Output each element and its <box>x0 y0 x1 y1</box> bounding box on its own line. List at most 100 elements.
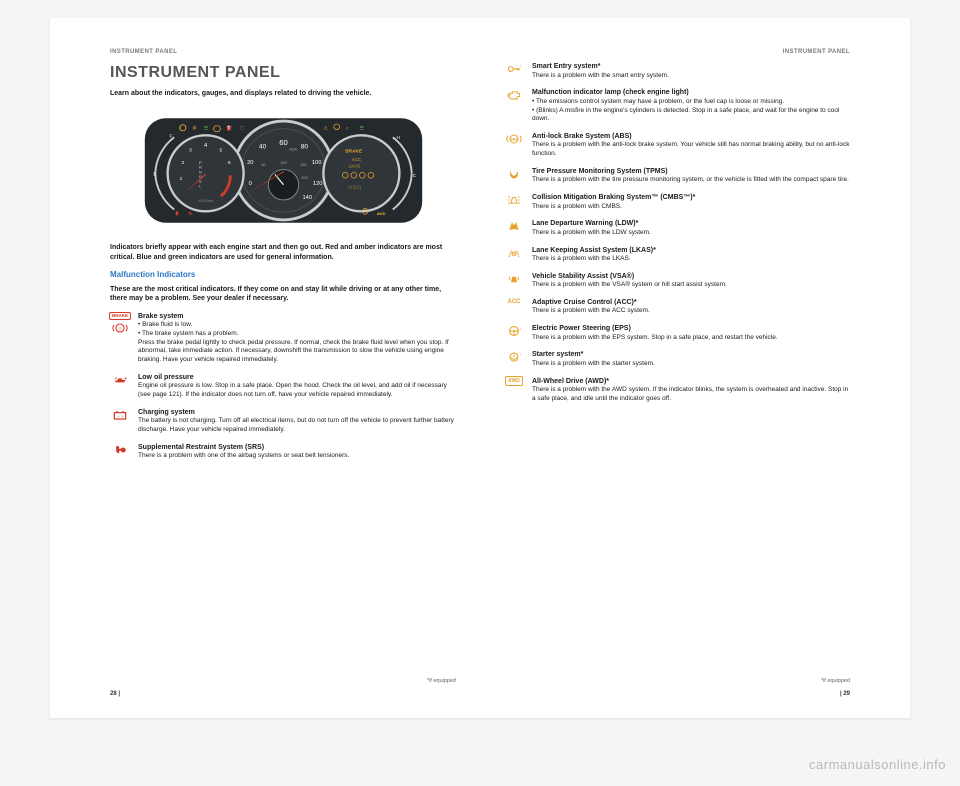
malfunction-subhead: Malfunction Indicators <box>110 270 456 281</box>
svg-text:40: 40 <box>258 144 266 151</box>
svg-text:⬚: ⬚ <box>239 126 244 132</box>
svg-text:−: − <box>117 413 120 418</box>
engine-icon <box>504 88 524 106</box>
indicator-title: Anti-lock Brake System (ABS) <box>532 132 850 141</box>
indicator-body: Charging systemThe battery is not chargi… <box>138 408 456 435</box>
footnote-right: *if equipped <box>504 670 850 685</box>
indicator-title: Malfunction indicator lamp (check engine… <box>532 88 850 97</box>
indicator-desc: There is a problem with the ACC system. <box>532 307 850 316</box>
indicator-item: Lane Keeping Assist System (LKAS)*There … <box>504 246 850 264</box>
svg-text:+: + <box>122 413 125 418</box>
indicator-body: Tire Pressure Monitoring System (TPMS)Th… <box>532 167 850 185</box>
svg-text:0: 0 <box>248 181 251 187</box>
indicator-desc: There is a problem with the LKAS. <box>532 255 850 264</box>
svg-text:20: 20 <box>247 160 253 166</box>
acc-icon: ACC <box>504 298 524 307</box>
indicator-title: All-Wheel Drive (AWD)* <box>532 377 850 386</box>
svg-text:⚠: ⚠ <box>323 126 328 132</box>
indicator-desc: Engine oil pressure is low. Stop in a sa… <box>138 382 456 400</box>
left-column: INSTRUMENT PANEL INSTRUMENT PANEL Learn … <box>110 48 456 698</box>
svg-text:ABS: ABS <box>511 138 518 142</box>
indicator-desc: The battery is not charging. Turn off al… <box>138 417 456 435</box>
svg-text:▢ ▢ ▢: ▢ ▢ ▢ <box>348 186 361 190</box>
indicator-desc: There is a problem with one of the airba… <box>138 452 456 461</box>
svg-text:140: 140 <box>302 195 312 201</box>
indicator-item: BRAKE!Brake system• Brake fluid is low. … <box>110 312 456 365</box>
indicator-desc: There is a problem with the anti-lock br… <box>532 141 850 159</box>
indicator-body: All-Wheel Drive (AWD)*There is a problem… <box>532 377 850 404</box>
indicator-title: Electric Power Steering (EPS) <box>532 324 850 333</box>
indicator-desc: There is a problem with the smart entry … <box>532 72 850 81</box>
svg-text:⚙: ⚙ <box>192 126 197 132</box>
svg-text:6: 6 <box>228 160 231 166</box>
indicator-desc: There is a problem with the AWD system. … <box>532 386 850 404</box>
svg-text:3: 3 <box>189 148 192 154</box>
svg-text:AWD: AWD <box>376 212 385 216</box>
indicator-title: Lane Keeping Assist System (LKAS)* <box>532 246 850 255</box>
svg-text:80: 80 <box>300 144 308 151</box>
svg-text:50: 50 <box>261 163 265 167</box>
indicator-item: ! Electric Power Steering (EPS)There is a… <box>504 324 850 342</box>
lead-text: Learn about the indicators, gauges, and … <box>110 89 456 98</box>
cmbs-icon <box>504 193 524 211</box>
indicator-title: Low oil pressure <box>138 373 456 382</box>
cluster-note-2: These are the most critical indicators. … <box>110 285 456 304</box>
indicator-body: Anti-lock Brake System (ABS)There is a p… <box>532 132 850 159</box>
ldw-icon <box>504 219 524 237</box>
indicator-item: ABS Anti-lock Brake System (ABS)There is … <box>504 132 850 159</box>
svg-text:200: 200 <box>301 176 307 180</box>
svg-text:150: 150 <box>300 163 306 167</box>
svg-text:C: C <box>412 173 416 179</box>
indicator-body: Supplemental Restraint System (SRS)There… <box>138 443 456 461</box>
page-title: INSTRUMENT PANEL <box>110 62 456 84</box>
svg-text:E: E <box>153 171 156 177</box>
watermark-text: carmanualsonline.info <box>809 757 946 772</box>
indicator-desc: There is a problem with the starter syst… <box>532 360 850 369</box>
svg-text:mph: mph <box>289 148 296 152</box>
indicator-body: Lane Keeping Assist System (LKAS)*There … <box>532 246 850 264</box>
starter-icon: ! <box>504 350 524 368</box>
svg-text:⬮: ⬮ <box>175 210 179 217</box>
svg-text:5: 5 <box>219 148 222 154</box>
svg-text:!: ! <box>520 63 521 68</box>
svg-text:120: 120 <box>312 181 322 187</box>
indicator-body: Collision Mitigation Braking System™ (CM… <box>532 193 850 211</box>
srs-icon <box>110 443 130 461</box>
svg-text:!: ! <box>180 127 181 131</box>
indicator-item: Vehicle Stability Assist (VSA®)There is … <box>504 272 850 290</box>
indicator-title: Starter system* <box>532 350 850 359</box>
indicator-item: −+ Charging systemThe battery is not char… <box>110 408 456 435</box>
awd-icon: AWD <box>504 377 524 386</box>
indicator-item: !Tire Pressure Monitoring System (TPMS)T… <box>504 167 850 185</box>
indicator-title: Charging system <box>138 408 456 417</box>
indicator-item: AWD All-Wheel Drive (AWD)*There is a prob… <box>504 377 850 404</box>
indicator-desc: There is a problem with the EPS system. … <box>532 334 850 343</box>
indicator-body: Electric Power Steering (EPS)There is a … <box>532 324 850 342</box>
indicator-item: Malfunction indicator lamp (check engine… <box>504 88 850 124</box>
indicator-desc: There is a problem with the VSA® system … <box>532 281 850 290</box>
indicator-item: Low oil pressureEngine oil pressure is l… <box>110 373 456 400</box>
indicator-body: Brake system• Brake fluid is low. • The … <box>138 312 456 365</box>
indicator-desc: There is a problem with the tire pressur… <box>532 176 850 185</box>
svg-text:H: H <box>396 135 400 141</box>
indicator-body: Lane Departure Warning (LDW)*There is a … <box>532 219 850 237</box>
svg-text:LKAS: LKAS <box>349 164 360 169</box>
svg-text:BRAKE: BRAKE <box>345 149 362 155</box>
indicator-item: ACCAdaptive Cruise Control (ACC)*There i… <box>504 298 850 316</box>
oil-icon <box>110 373 130 391</box>
svg-text:4: 4 <box>204 143 207 149</box>
indicator-body: Starter system*There is a problem with t… <box>532 350 850 368</box>
svg-text:100: 100 <box>280 161 286 165</box>
indicator-title: Smart Entry system* <box>532 62 850 71</box>
indicator-body: Smart Entry system*There is a problem wi… <box>532 62 850 80</box>
right-item-list: !Smart Entry system*There is a problem w… <box>504 62 850 404</box>
page-number-right: | 29 <box>504 690 850 698</box>
svg-text:☰: ☰ <box>359 126 364 132</box>
indicator-title: Lane Departure Warning (LDW)* <box>532 219 850 228</box>
eps-icon: ! <box>504 324 524 342</box>
page-container: INSTRUMENT PANEL INSTRUMENT PANEL Learn … <box>50 18 910 718</box>
left-item-list: BRAKE!Brake system• Brake fluid is low. … <box>110 312 456 461</box>
instrument-cluster-svg: 60 40 80 20 100 0 120 140 mph 100 50 150… <box>141 108 426 233</box>
indicator-title: Vehicle Stability Assist (VSA®) <box>532 272 850 281</box>
svg-text:ACC: ACC <box>351 157 360 162</box>
